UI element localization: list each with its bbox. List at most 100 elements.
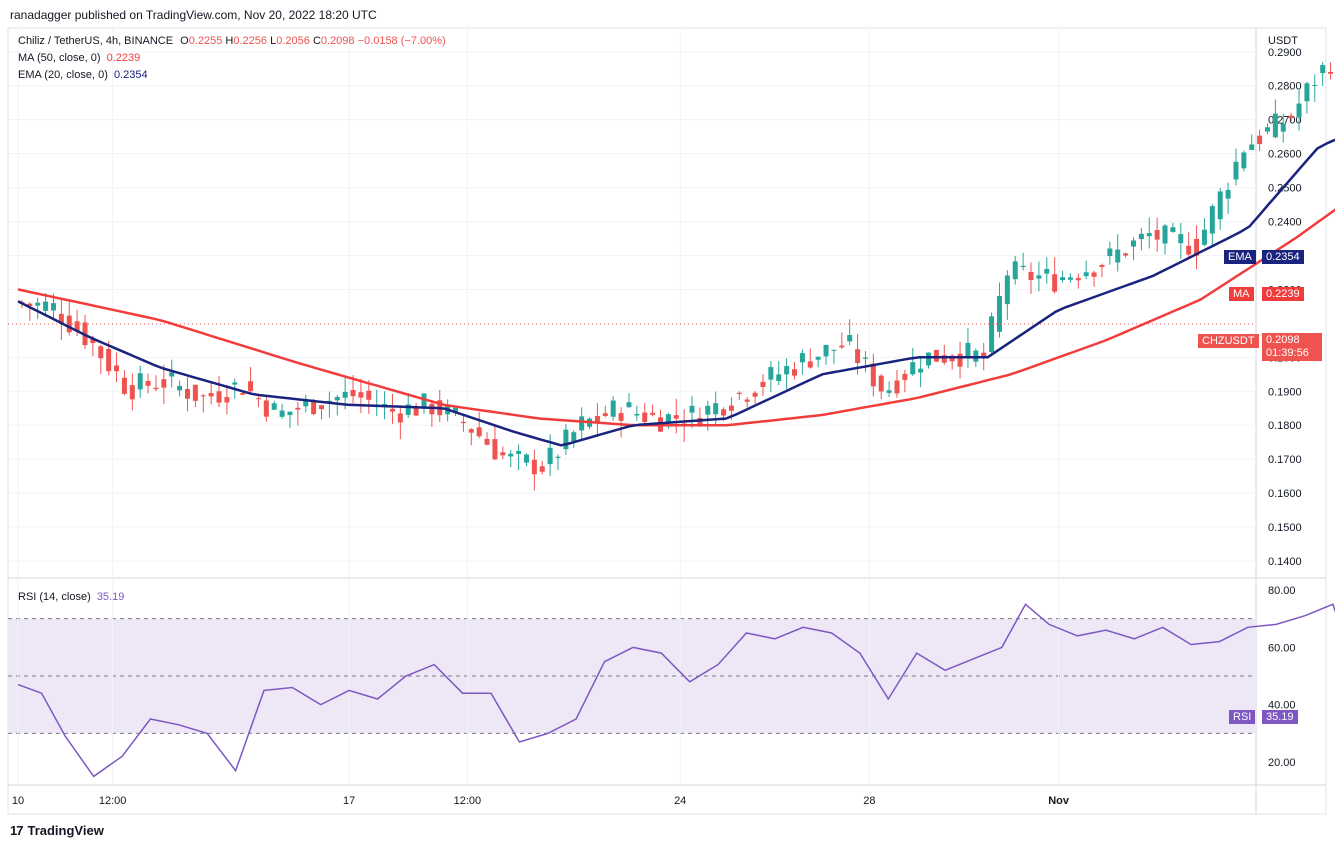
symbol-name: Chiliz / TetherUS, 4h, BINANCE: [18, 35, 174, 47]
candle-down: [90, 338, 96, 344]
candle-up: [996, 296, 1002, 332]
candle-down: [721, 409, 727, 416]
candle-down: [184, 388, 190, 399]
candle-down: [468, 429, 474, 433]
candle-up: [169, 372, 175, 377]
price-tick-label: 0.1800: [1268, 420, 1302, 432]
last-price: 0.2098: [1266, 334, 1300, 346]
candle-down: [1288, 115, 1294, 119]
rsi-tick-label: 40.00: [1268, 700, 1296, 712]
rsi-name-tag: RSI: [1229, 710, 1256, 724]
time-tick-label: 10: [12, 795, 24, 807]
candle-up: [768, 367, 774, 380]
time-tick-label: 17: [343, 795, 355, 807]
rsi-tick-label: 60.00: [1268, 642, 1296, 654]
candle-down: [792, 369, 798, 376]
candle-up: [1272, 113, 1278, 138]
candle-up: [965, 342, 971, 357]
candle-down: [74, 321, 80, 332]
price-tick-label: 0.2800: [1268, 81, 1302, 93]
candle-down: [192, 384, 198, 401]
candle-up: [1107, 248, 1113, 257]
candle-down: [129, 385, 135, 400]
candle-down: [1328, 71, 1334, 74]
candle-up: [571, 432, 577, 442]
candle-up: [776, 374, 782, 382]
candle-up: [453, 407, 459, 414]
ma-50-line: [17, 208, 1335, 427]
candle-up: [50, 303, 56, 311]
candle-down: [413, 408, 419, 416]
candle-up: [862, 357, 868, 359]
candle-up: [1138, 233, 1144, 240]
candle-down: [855, 349, 861, 363]
ema-legend-value: 0.2354: [113, 69, 148, 81]
candle-down: [389, 408, 395, 412]
candle-down: [358, 392, 364, 398]
candle-up: [1146, 233, 1152, 237]
candle-down: [106, 348, 112, 372]
candle-up: [823, 344, 829, 357]
candle-down: [476, 427, 482, 437]
candles-group: [19, 61, 1334, 491]
time-tick-label: 12:00: [454, 795, 482, 807]
change-value: −0.0158 (−7.00%): [357, 35, 446, 47]
candle-down: [539, 466, 545, 472]
candle-down: [98, 346, 104, 359]
candle-down: [460, 421, 466, 424]
candle-up: [1044, 268, 1050, 274]
candle-down: [602, 413, 608, 416]
candle-down: [752, 392, 758, 397]
candle-down: [650, 412, 656, 415]
candle-up: [1296, 103, 1302, 118]
candle-up: [1115, 249, 1121, 263]
candle-up: [831, 349, 837, 351]
candle-up: [1036, 275, 1042, 279]
candle-up: [1217, 191, 1223, 220]
candle-down: [1052, 274, 1058, 292]
candle-down: [941, 355, 947, 363]
candle-up: [287, 411, 293, 416]
candle-up: [579, 416, 585, 431]
rsi-value-tag: 35.19: [1262, 710, 1298, 724]
candle-up: [1178, 234, 1184, 244]
candle-up: [177, 385, 183, 391]
candle-down: [263, 400, 269, 417]
candle-up: [342, 391, 348, 398]
candle-down: [839, 345, 845, 348]
candle-up: [713, 403, 719, 415]
candle-down: [492, 439, 498, 460]
candle-up: [555, 456, 561, 459]
ema-legend: EMA (20, close, 0) 0.2354: [18, 69, 148, 81]
published-caption: ranadagger published on TradingView.com,…: [10, 8, 377, 22]
candle-up: [784, 366, 790, 375]
rsi-tick-label: 80.00: [1268, 585, 1296, 597]
candle-down: [594, 415, 600, 422]
price-tick-label: 0.2900: [1268, 47, 1302, 59]
candle-up: [35, 302, 41, 306]
candle-up: [626, 402, 632, 408]
candle-up: [1320, 65, 1326, 74]
candle-up: [926, 352, 932, 366]
price-tick-label: 0.1700: [1268, 454, 1302, 466]
candle-up: [1233, 161, 1239, 180]
candle-up: [918, 368, 924, 373]
ohlc-legend: Chiliz / TetherUS, 4h, BINANCE O0.2255 H…: [18, 35, 446, 47]
candle-down: [894, 380, 900, 394]
price-tag: 0.2098 01:39:56: [1262, 333, 1322, 361]
candle-up: [334, 397, 340, 401]
candle-up: [516, 450, 522, 454]
candle-up: [689, 405, 695, 413]
candle-down: [319, 405, 325, 410]
candle-up: [815, 356, 821, 360]
candle-down: [66, 315, 72, 333]
candle-down: [728, 405, 734, 411]
candle-down: [642, 412, 648, 423]
candle-down: [1257, 135, 1263, 145]
candle-down: [429, 403, 435, 415]
candle-down: [366, 390, 372, 400]
time-tick-label: Nov: [1048, 795, 1070, 807]
ma-name-tag: MA: [1229, 287, 1254, 301]
candle-up: [271, 403, 277, 410]
